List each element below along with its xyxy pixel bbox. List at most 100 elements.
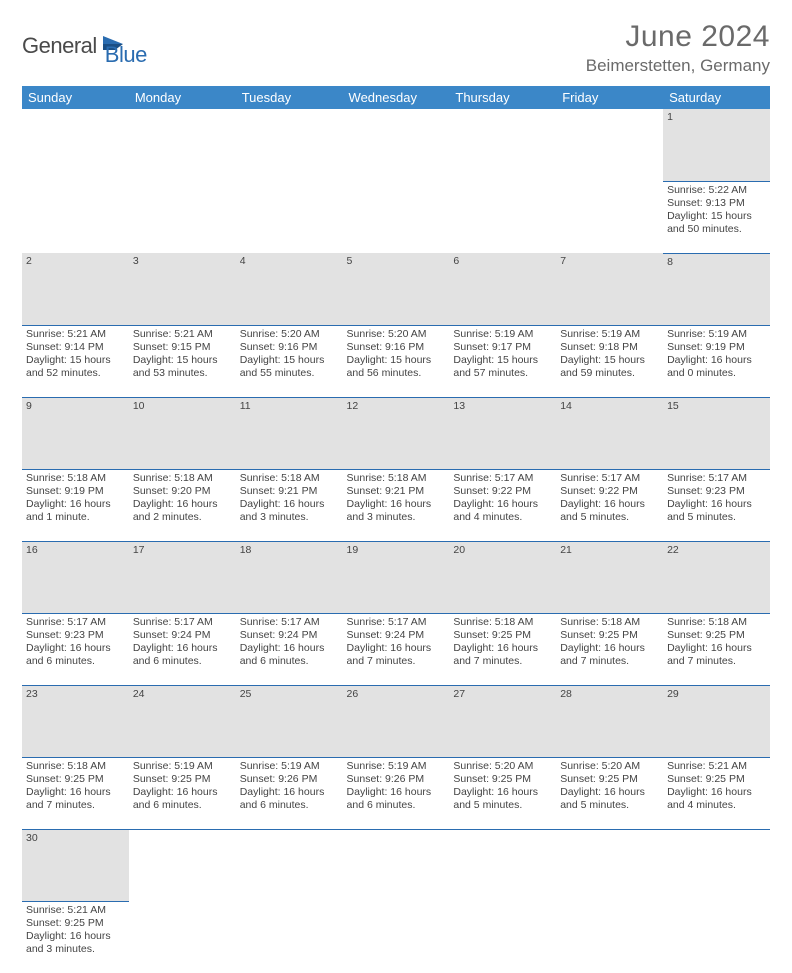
d2-text: and 5 minutes. xyxy=(667,511,766,524)
d2-text: and 56 minutes. xyxy=(347,367,446,380)
brand-name-2: Blue xyxy=(105,42,147,67)
day-cell: Sunrise: 5:17 AMSunset: 9:22 PMDaylight:… xyxy=(556,469,663,541)
sunrise-text: Sunrise: 5:18 AM xyxy=(26,760,125,773)
d1-text: Daylight: 16 hours xyxy=(667,498,766,511)
sunset-text: Sunset: 9:24 PM xyxy=(240,629,339,642)
d1-text: Daylight: 16 hours xyxy=(347,498,446,511)
calendar-body: 1Sunrise: 5:22 AMSunset: 9:13 PMDaylight… xyxy=(22,109,770,973)
brand-logo: General Blue xyxy=(22,24,147,68)
d1-text: Daylight: 16 hours xyxy=(560,786,659,799)
d2-text: and 6 minutes. xyxy=(133,655,232,668)
sunrise-text: Sunrise: 5:18 AM xyxy=(453,616,552,629)
sunset-text: Sunset: 9:15 PM xyxy=(133,341,232,354)
day-cell: Sunrise: 5:20 AMSunset: 9:25 PMDaylight:… xyxy=(556,757,663,829)
sunset-text: Sunset: 9:25 PM xyxy=(26,917,125,930)
page-header: General Blue June 2024 Beimerstetten, Ge… xyxy=(22,20,770,76)
daynum-row: 16171819202122 xyxy=(22,541,770,613)
day-number xyxy=(343,109,450,181)
day-number: 1 xyxy=(663,109,770,181)
day-number: 13 xyxy=(449,397,556,469)
day-number: 11 xyxy=(236,397,343,469)
sunset-text: Sunset: 9:16 PM xyxy=(240,341,339,354)
sunset-text: Sunset: 9:25 PM xyxy=(560,773,659,786)
sunset-text: Sunset: 9:25 PM xyxy=(453,629,552,642)
d2-text: and 52 minutes. xyxy=(26,367,125,380)
day-number: 17 xyxy=(129,541,236,613)
sunrise-text: Sunrise: 5:21 AM xyxy=(26,904,125,917)
sunrise-text: Sunrise: 5:18 AM xyxy=(26,472,125,485)
day-cell: Sunrise: 5:17 AMSunset: 9:22 PMDaylight:… xyxy=(449,469,556,541)
header-right: June 2024 Beimerstetten, Germany xyxy=(586,20,770,76)
d2-text: and 6 minutes. xyxy=(240,655,339,668)
sunrise-text: Sunrise: 5:17 AM xyxy=(347,616,446,629)
sunset-text: Sunset: 9:25 PM xyxy=(560,629,659,642)
data-row: Sunrise: 5:18 AMSunset: 9:25 PMDaylight:… xyxy=(22,757,770,829)
day-number: 22 xyxy=(663,541,770,613)
day-number: 12 xyxy=(343,397,450,469)
day-cell xyxy=(236,901,343,973)
day-number: 3 xyxy=(129,253,236,325)
d1-text: Daylight: 16 hours xyxy=(240,498,339,511)
sunset-text: Sunset: 9:22 PM xyxy=(560,485,659,498)
day-cell xyxy=(236,181,343,253)
day-cell xyxy=(556,901,663,973)
d2-text: and 6 minutes. xyxy=(26,655,125,668)
sunset-text: Sunset: 9:19 PM xyxy=(26,485,125,498)
d1-text: Daylight: 16 hours xyxy=(133,786,232,799)
day-number: 26 xyxy=(343,685,450,757)
sunrise-text: Sunrise: 5:20 AM xyxy=(453,760,552,773)
sunrise-text: Sunrise: 5:17 AM xyxy=(240,616,339,629)
sunset-text: Sunset: 9:25 PM xyxy=(26,773,125,786)
sunset-text: Sunset: 9:26 PM xyxy=(240,773,339,786)
day-number xyxy=(343,829,450,901)
sunset-text: Sunset: 9:24 PM xyxy=(133,629,232,642)
d2-text: and 2 minutes. xyxy=(133,511,232,524)
d1-text: Daylight: 15 hours xyxy=(347,354,446,367)
day-number xyxy=(236,829,343,901)
d1-text: Daylight: 15 hours xyxy=(26,354,125,367)
d1-text: Daylight: 16 hours xyxy=(26,930,125,943)
data-row: Sunrise: 5:17 AMSunset: 9:23 PMDaylight:… xyxy=(22,613,770,685)
d1-text: Daylight: 16 hours xyxy=(133,642,232,655)
day-header: Saturday xyxy=(663,86,770,109)
month-title: June 2024 xyxy=(586,20,770,54)
d2-text: and 5 minutes. xyxy=(560,511,659,524)
daynum-row: 30 xyxy=(22,829,770,901)
d2-text: and 57 minutes. xyxy=(453,367,552,380)
sunrise-text: Sunrise: 5:17 AM xyxy=(453,472,552,485)
day-number: 2 xyxy=(22,253,129,325)
day-number: 5 xyxy=(343,253,450,325)
d1-text: Daylight: 16 hours xyxy=(347,786,446,799)
d2-text: and 7 minutes. xyxy=(453,655,552,668)
day-cell xyxy=(343,181,450,253)
d1-text: Daylight: 16 hours xyxy=(453,786,552,799)
day-header: Thursday xyxy=(449,86,556,109)
d1-text: Daylight: 16 hours xyxy=(453,642,552,655)
d2-text: and 7 minutes. xyxy=(26,799,125,812)
day-cell: Sunrise: 5:20 AMSunset: 9:16 PMDaylight:… xyxy=(343,325,450,397)
day-number: 4 xyxy=(236,253,343,325)
sunrise-text: Sunrise: 5:17 AM xyxy=(560,472,659,485)
day-number xyxy=(449,829,556,901)
day-number: 28 xyxy=(556,685,663,757)
sunrise-text: Sunrise: 5:19 AM xyxy=(560,328,659,341)
d1-text: Daylight: 16 hours xyxy=(240,642,339,655)
sunrise-text: Sunrise: 5:18 AM xyxy=(133,472,232,485)
day-cell: Sunrise: 5:17 AMSunset: 9:24 PMDaylight:… xyxy=(129,613,236,685)
day-cell: Sunrise: 5:20 AMSunset: 9:16 PMDaylight:… xyxy=(236,325,343,397)
day-number: 9 xyxy=(22,397,129,469)
day-cell xyxy=(556,181,663,253)
day-number: 29 xyxy=(663,685,770,757)
day-cell xyxy=(129,901,236,973)
d1-text: Daylight: 16 hours xyxy=(667,786,766,799)
day-cell: Sunrise: 5:21 AMSunset: 9:25 PMDaylight:… xyxy=(22,901,129,973)
data-row: Sunrise: 5:18 AMSunset: 9:19 PMDaylight:… xyxy=(22,469,770,541)
d1-text: Daylight: 16 hours xyxy=(347,642,446,655)
d1-text: Daylight: 16 hours xyxy=(560,498,659,511)
d2-text: and 4 minutes. xyxy=(453,511,552,524)
d2-text: and 3 minutes. xyxy=(347,511,446,524)
d1-text: Daylight: 16 hours xyxy=(26,498,125,511)
day-cell: Sunrise: 5:22 AMSunset: 9:13 PMDaylight:… xyxy=(663,181,770,253)
day-cell: Sunrise: 5:19 AMSunset: 9:26 PMDaylight:… xyxy=(343,757,450,829)
d1-text: Daylight: 16 hours xyxy=(26,642,125,655)
